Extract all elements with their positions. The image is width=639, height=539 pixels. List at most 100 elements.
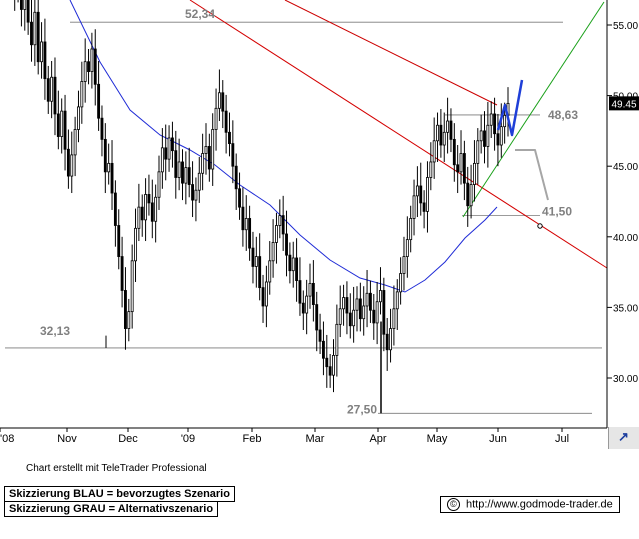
candle-body: [177, 161, 181, 178]
x-tick-label: Jul: [555, 433, 569, 445]
candle-body: [405, 239, 409, 257]
level-label: 52,34: [185, 7, 215, 21]
short-moving-average: [69, 0, 498, 293]
source-url-text[interactable]: http://www.godmode-trader.de: [466, 498, 613, 511]
candle-body: [214, 107, 218, 130]
candle-body: [318, 329, 322, 342]
level-label: 48,63: [548, 108, 578, 122]
candle-body: [60, 110, 64, 137]
candle-body: [452, 138, 456, 166]
candle-body: [197, 172, 201, 191]
candle-body: [181, 161, 184, 184]
candle-body: [486, 124, 490, 147]
candle-body: [379, 290, 382, 303]
candle-body: [402, 256, 406, 274]
candle-body: [355, 298, 359, 311]
candle-body: [117, 225, 121, 257]
y-tick-label: 45.00: [613, 162, 638, 173]
candle-body: [281, 215, 285, 235]
x-tick-label: Nov: [57, 433, 77, 445]
chart-credit: Chart erstellt mit TeleTrader Profession…: [26, 463, 207, 474]
candle-body: [439, 124, 443, 146]
candle-body: [204, 146, 208, 154]
y-tick-label: 40.00: [613, 233, 638, 244]
candle-body: [315, 304, 319, 331]
candle-body: [305, 295, 309, 314]
candle-body: [137, 206, 141, 229]
candle-body: [73, 129, 77, 156]
candle-body: [191, 184, 194, 201]
candle-body: [251, 247, 255, 267]
candle-body: [30, 21, 33, 46]
blue-scenario-sketch: [496, 79, 524, 137]
candle-body: [483, 130, 486, 147]
candle-body: [264, 281, 268, 307]
candle-body: [201, 153, 205, 174]
candle-body: [187, 167, 191, 185]
candle-body: [499, 126, 503, 146]
price-chart: 52,34 48,63 41,50 32,13 27,50 30.00 35.00 40.0…: [0, 0, 639, 445]
last-price-marker: 49.45: [609, 96, 639, 111]
long-moving-average: [284, 0, 498, 106]
candle-body: [66, 148, 70, 177]
candle-body: [120, 256, 124, 291]
candle-body: [113, 192, 117, 226]
candle-body: [436, 124, 439, 142]
y-tick-label: 55.00: [613, 21, 638, 32]
candle-body: [348, 312, 352, 327]
candle-body: [228, 131, 231, 145]
candle-body: [362, 305, 366, 320]
candle-body: [426, 177, 429, 212]
candle-body: [23, 0, 27, 10]
source-url[interactable]: © http://www.godmode-trader.de: [440, 496, 620, 513]
candle-body: [442, 131, 446, 146]
candle-body: [130, 260, 134, 313]
candle-body: [100, 117, 104, 140]
candle-body: [107, 162, 111, 173]
candle-body: [476, 140, 480, 164]
candle-body: [258, 256, 262, 289]
candle-body: [244, 218, 248, 231]
candle-body: [50, 76, 54, 102]
candle-body: [446, 120, 450, 133]
candle-body: [221, 92, 225, 112]
candle-body: [295, 257, 299, 281]
candle-body: [429, 161, 433, 178]
candle-body: [298, 280, 302, 304]
candle-body: [144, 194, 148, 221]
candle-body: [335, 323, 339, 356]
candle-body: [248, 218, 252, 249]
candle-body: [268, 260, 272, 283]
candle-body: [271, 242, 275, 262]
candle-body: [241, 206, 245, 231]
candle-body: [278, 215, 282, 226]
x-tick-label: Jun: [489, 433, 507, 445]
candle-body: [83, 61, 87, 82]
candle-body: [375, 301, 379, 324]
x-tick-label: Apr: [369, 433, 386, 445]
intersection-marker: [537, 223, 543, 229]
candle-body: [275, 225, 278, 243]
teletrader-logo: ↗: [608, 427, 639, 449]
candle-body: [358, 298, 362, 320]
candle-body: [261, 287, 265, 307]
candle-body: [147, 194, 151, 204]
x-tick-label: '09: [181, 433, 195, 445]
uptrend-line: [462, 1, 605, 218]
candle-body: [409, 218, 413, 241]
candle-body: [170, 137, 174, 152]
candle-body: [167, 137, 171, 160]
candle-body: [479, 130, 483, 142]
candle-body: [127, 311, 131, 329]
candle-body: [103, 138, 107, 173]
grey-scenario-sketch: [515, 149, 549, 201]
candle-body: [399, 273, 403, 293]
candle-body: [352, 309, 356, 327]
candle-body: [311, 282, 315, 305]
candle-body: [322, 340, 325, 359]
level-label: 41,50: [542, 205, 572, 219]
candle-body: [231, 143, 235, 167]
candle-body: [462, 153, 466, 184]
candle-body: [234, 165, 238, 190]
candle-body: [288, 254, 292, 272]
